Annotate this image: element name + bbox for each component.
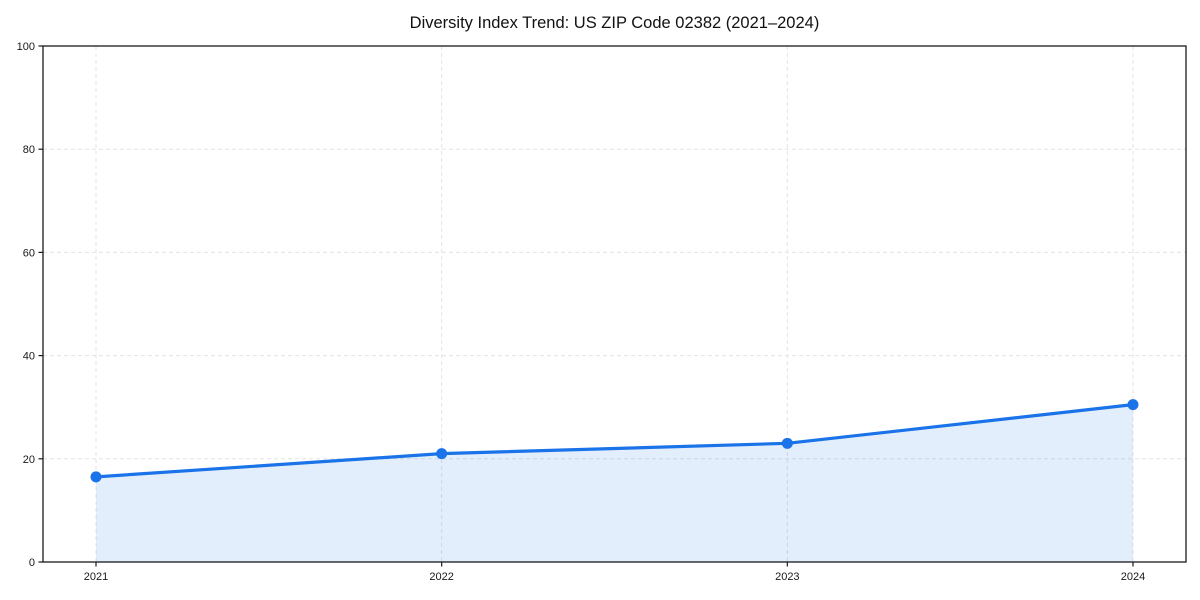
data-point [90, 471, 102, 483]
y-tick-label: 40 [23, 351, 35, 363]
trend-line [94, 403, 1135, 479]
x-tick-label: 2023 [775, 571, 799, 583]
y-tick-label: 100 [17, 41, 35, 53]
y-tick-label: 80 [23, 144, 35, 156]
y-tick-label: 0 [29, 557, 35, 569]
x-tick-label: 2024 [1121, 571, 1145, 583]
tick-labels: 0 20 40 60 80 100 2021 2022 2023 2024 [17, 41, 1146, 583]
data-point [436, 448, 448, 460]
plot-border [42, 45, 1187, 563]
y-tick-label: 20 [23, 454, 35, 466]
y-tick-label: 60 [23, 247, 35, 259]
chart-title: Diversity Index Trend: US ZIP Code 02382… [410, 14, 820, 32]
tick-marks [38, 45, 1134, 567]
data-point [781, 437, 793, 449]
x-tick-label: 2022 [429, 571, 453, 583]
data-point [1127, 399, 1139, 411]
x-tick-label: 2021 [84, 571, 108, 583]
axes-frame [42, 45, 1187, 563]
area-fill [96, 404, 1133, 562]
data-series [90, 399, 1139, 562]
